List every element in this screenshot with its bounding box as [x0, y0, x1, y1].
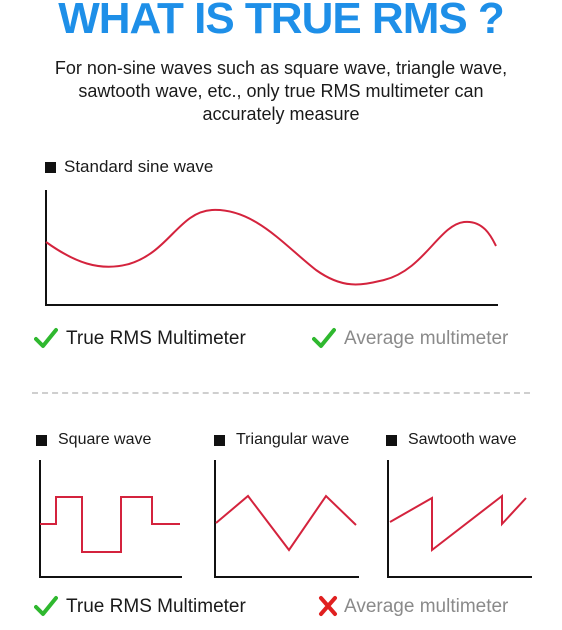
bullet-icon [36, 435, 47, 446]
square-wave-plot [39, 460, 182, 578]
triangular-wave-plot [214, 460, 359, 578]
check-icon [312, 328, 336, 348]
check-icon [34, 328, 58, 348]
triangular-wave-label: Triangular wave [236, 431, 350, 448]
square-wave-line [40, 496, 180, 553]
sine-wave-curve [45, 208, 497, 286]
bullet-icon [214, 435, 225, 446]
sawtooth-wave-label: Sawtooth wave [408, 431, 517, 448]
cross-icon [319, 596, 337, 616]
square-wave-label: Square wave [58, 431, 152, 448]
bullet-icon [386, 435, 397, 446]
sine-wave-label: Standard sine wave [64, 157, 214, 176]
bullet-icon [45, 162, 56, 173]
sine-result-true-rms: True RMS Multimeter [66, 328, 246, 349]
nonsine-result-average: Average multimeter [344, 596, 509, 617]
sine-result-average: Average multimeter [344, 328, 509, 349]
nonsine-result-true-rms: True RMS Multimeter [66, 596, 246, 617]
sawtooth-wave-line [389, 493, 527, 553]
check-icon [34, 596, 58, 616]
section-divider [32, 392, 530, 394]
triangular-wave-line [215, 494, 357, 552]
page-title: WHAT IS TRUE RMS ? [58, 0, 505, 43]
sine-wave-plot [45, 190, 498, 306]
sawtooth-wave-plot [387, 460, 532, 578]
page-subtitle: For non-sine waves such as square wave, … [54, 58, 508, 124]
